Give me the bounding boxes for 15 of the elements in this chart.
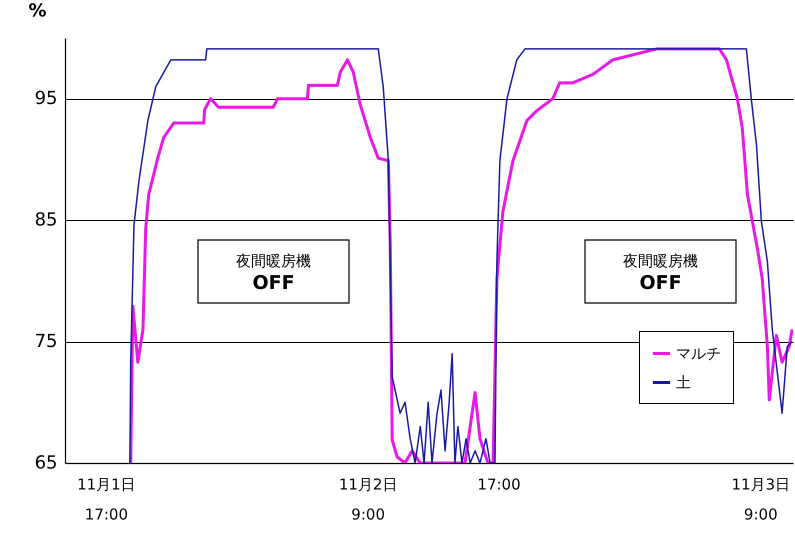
y-tick-label: 95 <box>34 88 58 110</box>
legend-label: マルチ <box>676 344 721 362</box>
x-tick-label: 11月2日 9:00 <box>338 476 398 524</box>
annotation: OFF <box>639 272 682 294</box>
legend-label: 土 <box>676 374 691 392</box>
annotation: 夜間暖房機 <box>236 252 311 270</box>
x-tick-label: 11月1日 17:00 <box>77 476 136 524</box>
y-tick-label: 85 <box>34 210 58 231</box>
y-tick-label: 65 <box>34 452 58 474</box>
annotation: OFF <box>252 272 295 294</box>
annotation: 夜間暖房機 <box>623 252 698 270</box>
y-axis-title: % <box>28 0 47 22</box>
y-tick-label: 75 <box>34 331 58 352</box>
x-tick-label: 17:00 <box>477 476 521 494</box>
x-tick-label: 11月3日 9:00 <box>731 476 790 524</box>
